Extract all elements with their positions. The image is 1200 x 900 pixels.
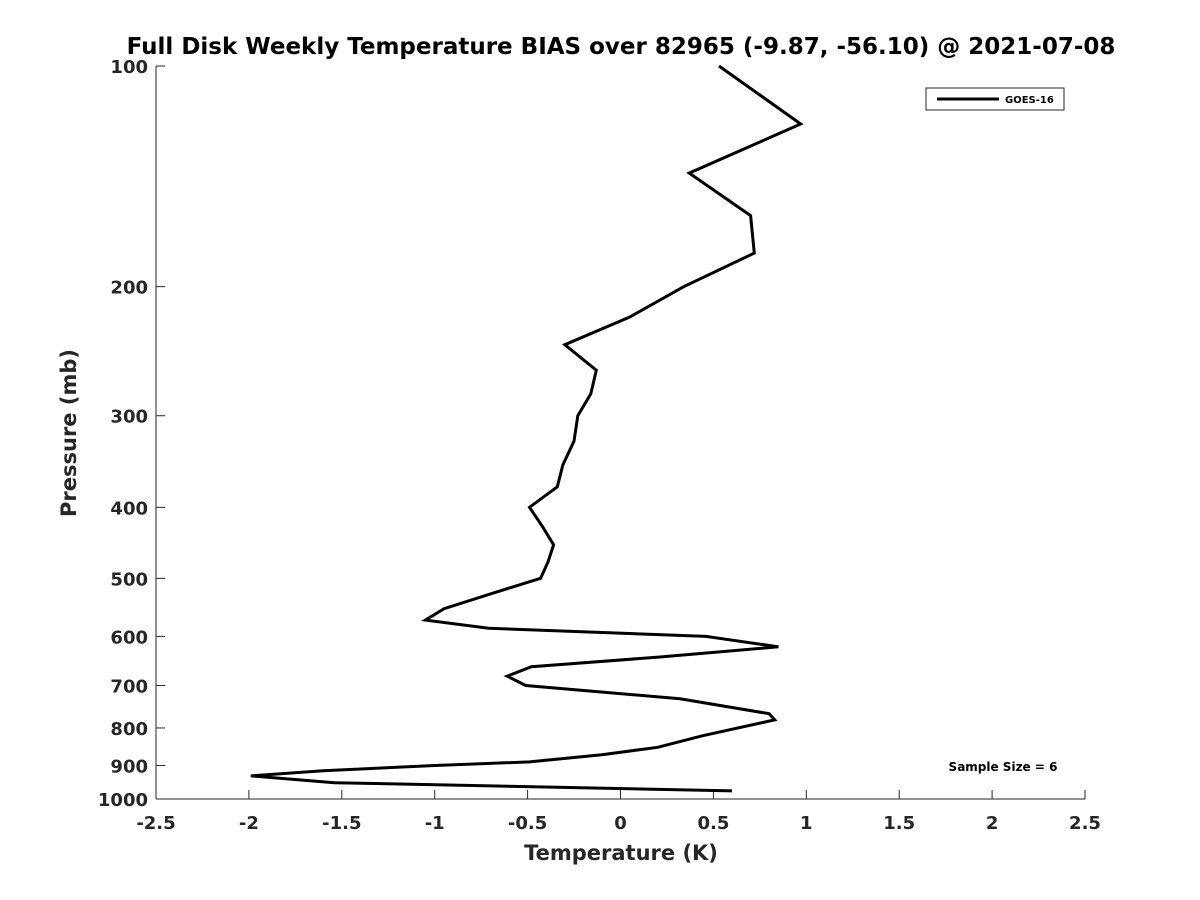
y-tick-label: 300 [110, 407, 148, 428]
chart-title: Full Disk Weekly Temperature BIAS over 8… [127, 34, 1116, 60]
y-tick-label: 800 [110, 719, 148, 740]
y-axis-ticks: 100 200 300 400 500 600 700 800 900 1000 [98, 57, 165, 811]
x-tick-label: 2.5 [1069, 813, 1101, 834]
y-tick-label: 200 [110, 278, 148, 299]
x-tick-label: -2 [239, 813, 259, 834]
series-line-goes-16 [250, 64, 804, 793]
x-tick-label: -2.5 [136, 813, 175, 834]
x-axis-label: Temperature (K) [524, 841, 718, 865]
x-tick-label: 1 [800, 813, 813, 834]
x-axis-ticks: -2.5 -2 -1.5 -1 -0.5 0 0.5 1 1.5 2 2.5 [136, 790, 1101, 834]
x-tick-label: 2 [986, 813, 999, 834]
x-tick-label: 1.5 [883, 813, 915, 834]
y-tick-label: 500 [110, 569, 148, 590]
y-tick-label: 600 [110, 627, 148, 648]
y-tick-label: 1000 [98, 790, 148, 811]
x-tick-label: -0.5 [508, 813, 547, 834]
y-tick-label: 700 [110, 676, 148, 697]
x-tick-label: -1 [425, 813, 445, 834]
series-layer [250, 64, 804, 793]
legend-entry-label: GOES-16 [1005, 95, 1054, 106]
x-tick-label: -1.5 [322, 813, 361, 834]
x-tick-label: 0.5 [697, 813, 729, 834]
sample-size-annotation: Sample Size = 6 [949, 760, 1058, 774]
y-tick-label: 400 [110, 498, 148, 519]
y-axis-label: Pressure (mb) [57, 349, 81, 517]
y-tick-label: 900 [110, 756, 148, 777]
y-tick-label: 100 [110, 57, 148, 78]
legend: GOES-16 [925, 87, 1065, 111]
x-tick-label: 0 [614, 813, 627, 834]
